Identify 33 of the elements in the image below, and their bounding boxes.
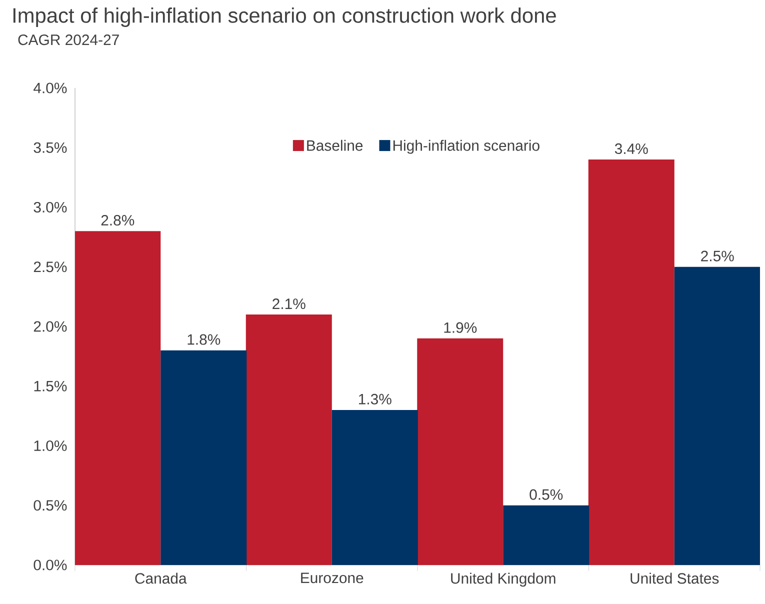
y-tick-label: 2.5% [34,262,67,272]
bar [332,410,418,565]
x-tick-label: United States [630,572,719,584]
y-tick-label: 0.0% [34,560,67,570]
bar [246,314,332,565]
y-tick-label: 1.5% [34,380,67,392]
data-label: 2.8% [101,214,134,226]
y-tick-label: 3.0% [34,202,67,213]
data-label: 2.1% [272,298,306,310]
bar [160,350,247,565]
bar [75,231,161,565]
bar [674,266,760,565]
chart-subtitle: CAGR 2024-27 [18,34,119,46]
data-label: 0.5% [530,489,563,500]
legend-label: Baseline [307,140,363,151]
data-label: 1.8% [188,334,220,345]
x-tick-label: Canada [135,572,187,584]
bar [588,160,674,565]
bar [417,338,504,565]
data-label: 2.5% [701,250,734,262]
y-tick-label: 1.0% [34,440,67,452]
bar [503,505,590,565]
legend-label: High-inflation scenario [393,140,540,154]
y-tick-label: 2.0% [34,321,67,332]
data-label: 3.4% [614,143,648,154]
x-tick-label: United Kingdom [451,572,556,587]
chart-title: Impact of high-inflation scenario on construction work done [13,8,556,28]
data-label: 1.3% [358,394,392,404]
data-label: 1.9% [444,322,477,333]
x-tick-label: Eurozone [301,572,364,584]
y-tick-label: 3.5% [34,142,67,153]
y-tick-label: 4.0% [34,82,67,94]
y-tick-label: 0.5% [34,500,67,511]
